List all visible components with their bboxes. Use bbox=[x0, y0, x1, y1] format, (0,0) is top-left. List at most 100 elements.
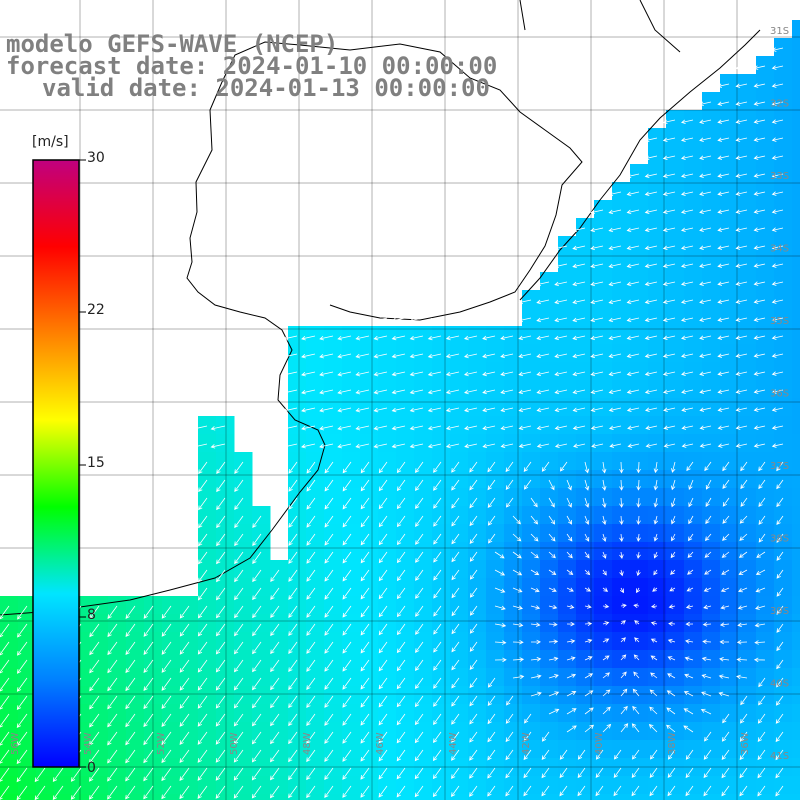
wind-arrow bbox=[662, 137, 676, 143]
wind-arrow bbox=[584, 656, 593, 661]
wind-arrow bbox=[512, 639, 524, 645]
wind-arrow bbox=[667, 767, 676, 779]
speed-cell bbox=[666, 434, 685, 453]
speed-cell bbox=[126, 704, 145, 723]
speed-cell bbox=[792, 20, 800, 39]
wind-arrow bbox=[415, 569, 424, 581]
wind-arrow bbox=[704, 533, 712, 542]
speed-cell bbox=[702, 524, 721, 543]
speed-cell bbox=[522, 434, 541, 453]
wind-arrow bbox=[645, 443, 658, 448]
speed-cell bbox=[648, 740, 667, 759]
speed-cell bbox=[360, 614, 379, 633]
wind-arrow bbox=[391, 443, 406, 449]
speed-cell bbox=[720, 74, 739, 93]
speed-cell bbox=[576, 452, 595, 471]
wind-arrow bbox=[699, 335, 712, 340]
wind-arrow bbox=[469, 497, 478, 509]
speed-cell bbox=[486, 632, 505, 651]
wind-arrow bbox=[234, 623, 244, 637]
speed-cell bbox=[774, 110, 793, 129]
speed-cell bbox=[792, 164, 800, 183]
wind-arrow bbox=[530, 605, 541, 610]
wind-arrow bbox=[584, 673, 594, 679]
speed-cell bbox=[594, 650, 613, 669]
speed-cell bbox=[648, 578, 667, 597]
wind-arrow bbox=[636, 515, 641, 525]
wind-arrow bbox=[469, 569, 478, 580]
wind-arrow bbox=[373, 317, 388, 323]
speed-cell bbox=[558, 344, 577, 363]
wind-arrow bbox=[702, 622, 712, 627]
wind-arrow bbox=[739, 749, 748, 761]
wind-arrow bbox=[717, 263, 730, 268]
wind-arrow bbox=[378, 497, 388, 510]
wind-arrow bbox=[252, 659, 262, 673]
wind-arrow bbox=[234, 515, 244, 529]
wind-arrow bbox=[756, 551, 766, 558]
wind-arrow bbox=[391, 371, 406, 377]
wind-arrow bbox=[683, 725, 694, 733]
wind-arrow bbox=[644, 227, 658, 233]
speed-cell bbox=[432, 632, 451, 651]
wind-arrow bbox=[662, 119, 676, 125]
wind-arrow bbox=[584, 621, 593, 627]
wind-arrow bbox=[360, 605, 370, 618]
wind-arrow bbox=[619, 479, 624, 491]
wind-arrow bbox=[680, 155, 694, 160]
wind-arrow bbox=[548, 639, 559, 644]
wind-arrow bbox=[324, 749, 334, 762]
wind-arrow bbox=[631, 785, 640, 797]
wind-arrow bbox=[559, 767, 568, 779]
speed-cell bbox=[306, 704, 325, 723]
wind-arrow bbox=[633, 654, 640, 661]
wind-arrow bbox=[270, 659, 280, 673]
wind-arrow bbox=[653, 515, 659, 525]
wind-arrow bbox=[758, 677, 766, 688]
wind-arrow bbox=[512, 551, 522, 559]
lat-label: 38S bbox=[770, 534, 789, 545]
speed-cell bbox=[108, 650, 127, 669]
wind-arrow bbox=[306, 623, 316, 636]
wind-arrow bbox=[0, 767, 10, 782]
speed-cell bbox=[684, 308, 703, 327]
wind-arrow bbox=[216, 479, 226, 493]
wind-arrow bbox=[89, 605, 100, 620]
speed-cell bbox=[252, 596, 271, 615]
wind-arrow bbox=[391, 353, 406, 359]
speed-cell bbox=[288, 776, 307, 795]
wind-arrow bbox=[161, 749, 172, 764]
wind-arrow bbox=[505, 713, 514, 724]
speed-cell bbox=[792, 128, 800, 147]
wind-arrow bbox=[469, 461, 478, 473]
wind-arrow bbox=[704, 461, 712, 472]
wind-arrow bbox=[687, 569, 694, 575]
speed-cell bbox=[468, 668, 487, 687]
wind-arrow bbox=[251, 785, 262, 799]
wind-arrow bbox=[518, 317, 532, 323]
speed-cell bbox=[72, 794, 91, 800]
speed-cell bbox=[252, 632, 271, 651]
speed-cell bbox=[36, 776, 55, 795]
wind-arrow bbox=[324, 677, 334, 690]
wind-arrow bbox=[251, 731, 262, 745]
speed-cell bbox=[684, 236, 703, 255]
speed-cell bbox=[162, 614, 181, 633]
wind-arrow bbox=[572, 389, 586, 395]
wind-arrow bbox=[775, 785, 784, 797]
speed-cell bbox=[738, 272, 757, 291]
speed-cell bbox=[738, 596, 757, 615]
speed-cell bbox=[396, 380, 415, 399]
speed-cell bbox=[612, 344, 631, 363]
speed-cell bbox=[342, 668, 361, 687]
speed-cell bbox=[216, 740, 235, 759]
wind-arrow bbox=[699, 227, 712, 232]
speed-cell bbox=[648, 380, 667, 399]
wind-arrow bbox=[608, 353, 622, 359]
wind-arrow bbox=[758, 515, 766, 525]
speed-cell bbox=[756, 92, 775, 111]
wind-arrow bbox=[735, 299, 748, 304]
wind-arrow bbox=[288, 731, 298, 745]
speed-cell bbox=[486, 722, 505, 741]
speed-cell bbox=[216, 506, 235, 525]
